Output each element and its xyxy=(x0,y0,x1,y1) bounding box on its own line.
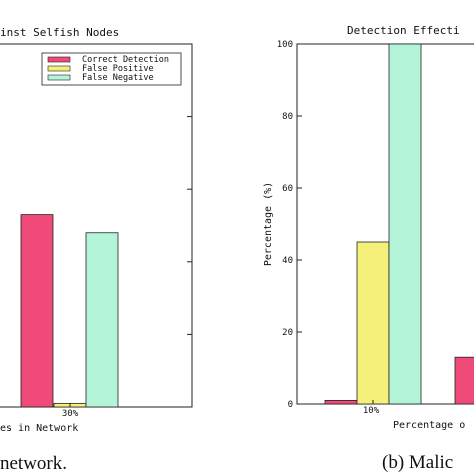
left-x-axis-label: es in Network xyxy=(0,423,78,434)
right-bar-1-correct-detection xyxy=(454,356,474,405)
right-y-tick-label-3: 60 xyxy=(282,184,293,194)
left-bars xyxy=(20,214,119,408)
right-chart-title: Detection Effecti xyxy=(347,24,460,37)
right-y-tick-label-2: 40 xyxy=(282,256,293,266)
right-chart: Detection Effecti 0 20 40 60 80 100 Percentag… xyxy=(263,24,474,473)
left-x-tick-label: 30% xyxy=(62,409,79,419)
right-bar-0-false-positive xyxy=(356,241,390,405)
right-y-tick-label-0: 0 xyxy=(288,400,293,410)
right-y-tick-label-4: 80 xyxy=(282,112,293,122)
left-chart-title: inst Selfish Nodes xyxy=(0,26,119,39)
right-y-axis-label: Percentage (%) xyxy=(263,182,274,266)
legend-swatch-2 xyxy=(47,74,71,81)
right-bar-0-correct-detection xyxy=(324,399,358,405)
left-chart: inst Selfish Nodes 30% es in Network Cor… xyxy=(0,26,193,474)
left-caption: network. xyxy=(0,453,67,474)
legend-label-2: False Negative xyxy=(82,73,154,83)
right-bars xyxy=(324,43,474,405)
right-y-ticks: 0 20 40 60 80 100 xyxy=(277,40,302,410)
right-x-tick-labels: 10% xyxy=(363,400,380,416)
left-y-ticks xyxy=(187,43,192,408)
legend-label-0: Correct Detection xyxy=(82,55,169,65)
left-x-tick-labels: 30% xyxy=(62,403,79,419)
right-x-axis-label: Percentage o xyxy=(393,420,465,431)
right-y-tick-label-1: 20 xyxy=(282,328,293,338)
legend-swatch-1 xyxy=(47,65,71,72)
right-x-tick-label-0: 10% xyxy=(363,406,380,416)
right-y-tick-label-5: 100 xyxy=(277,40,293,50)
left-bar-false-negative xyxy=(85,232,119,408)
right-caption: (b) Malic xyxy=(382,452,453,473)
left-bar-correct-detection xyxy=(20,214,54,408)
right-bar-0-false-negative xyxy=(388,43,422,405)
legend-label-1: False Positive xyxy=(82,64,154,74)
legend-swatch-0 xyxy=(47,56,71,63)
